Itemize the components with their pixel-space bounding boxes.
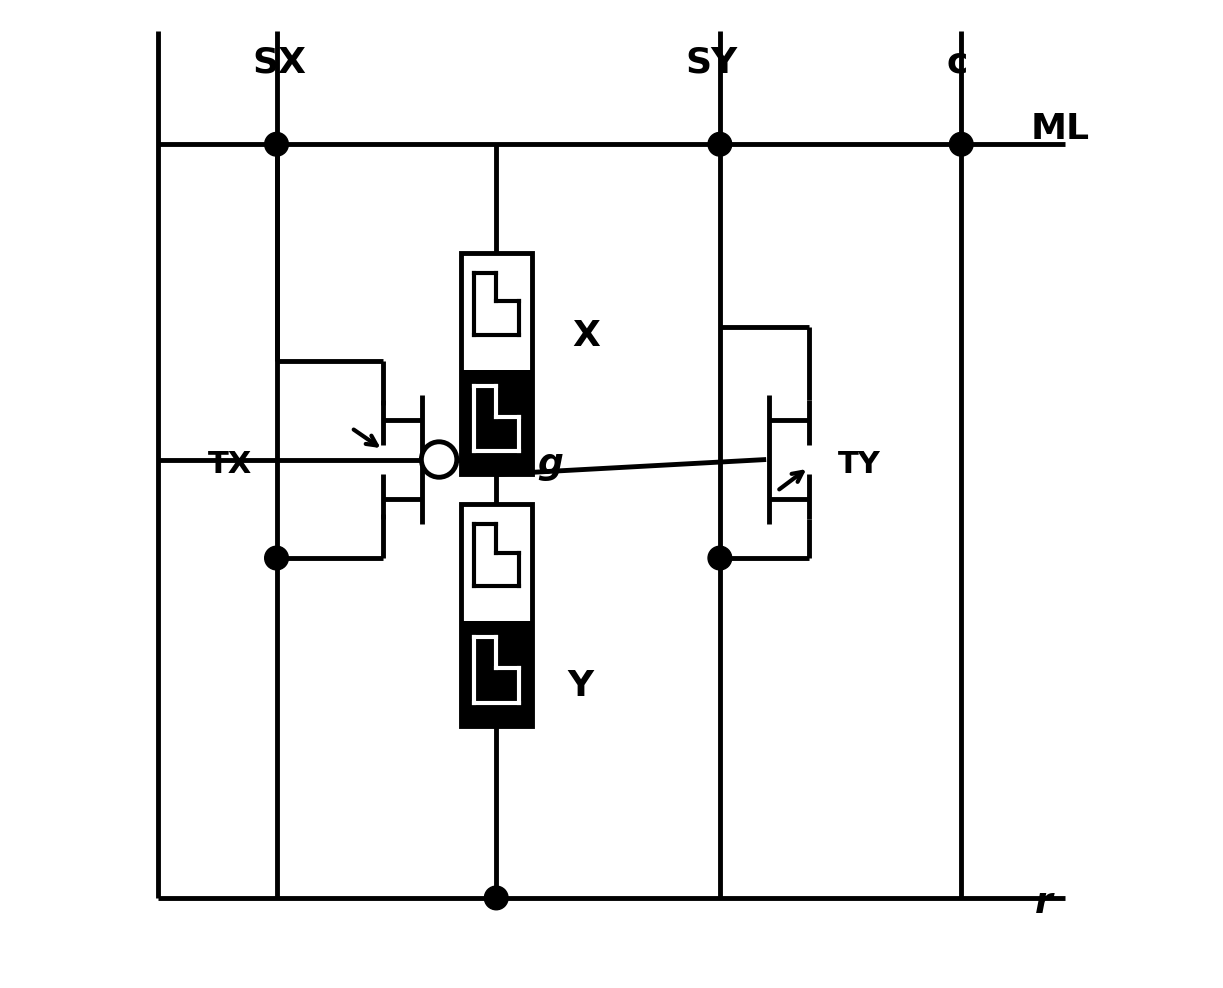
- Text: Y: Y: [567, 669, 593, 703]
- Text: r: r: [1035, 886, 1053, 920]
- Text: c: c: [947, 45, 967, 80]
- Circle shape: [422, 442, 457, 477]
- Bar: [461, 370, 532, 474]
- Circle shape: [949, 132, 974, 156]
- Bar: [461, 621, 532, 725]
- Text: SX: SX: [252, 45, 306, 80]
- Bar: [461, 504, 532, 725]
- Circle shape: [264, 132, 289, 156]
- Text: TY: TY: [838, 450, 881, 479]
- Circle shape: [708, 546, 731, 570]
- Text: g: g: [538, 448, 564, 481]
- Circle shape: [708, 132, 731, 156]
- Bar: [461, 253, 532, 474]
- Bar: [461, 253, 532, 474]
- Bar: [461, 504, 532, 725]
- Text: TX: TX: [208, 450, 252, 479]
- Circle shape: [264, 546, 289, 570]
- Text: ML: ML: [1030, 113, 1090, 146]
- Text: X: X: [572, 319, 600, 354]
- Text: SY: SY: [685, 45, 737, 80]
- Circle shape: [484, 886, 508, 910]
